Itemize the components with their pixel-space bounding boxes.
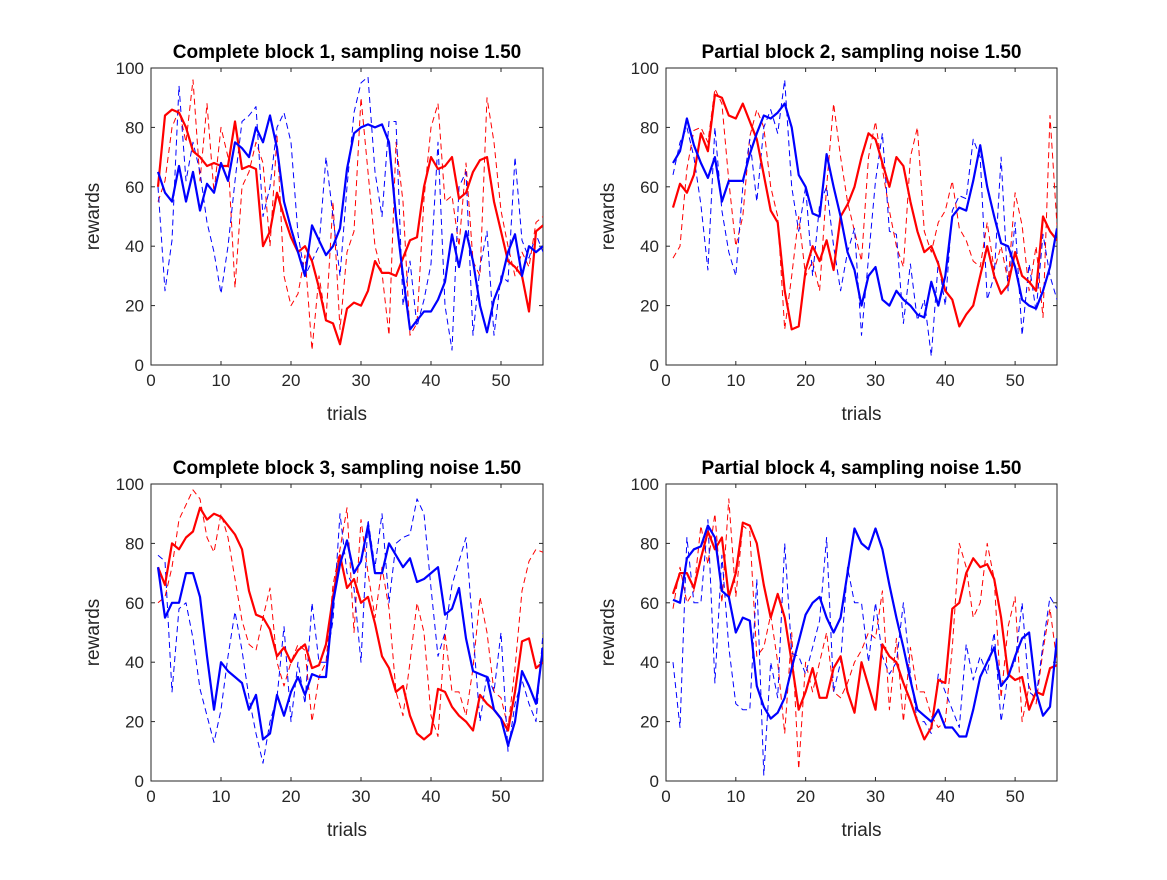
- x-tick-label: 30: [866, 371, 885, 390]
- chart-title: Partial block 2, sampling noise 1.50: [702, 42, 1022, 63]
- series-line-red-dashed: [672, 498, 1057, 770]
- series-group: [156, 489, 543, 764]
- series-group: [671, 498, 1057, 776]
- y-tick-label: 100: [631, 475, 659, 494]
- chart-panel-2: 0 10 20 30 40 50 0 20 40 60 80 100 Partial block 2, …: [598, 42, 1058, 425]
- chart-panel-3: 0 10 20 30 40 50 0 20 40 60 80 100 Complete block 3,…: [83, 458, 544, 841]
- y-tick-label: 0: [650, 356, 659, 375]
- x-tick-label: 10: [726, 787, 745, 806]
- y-tick-label: 0: [135, 772, 144, 791]
- y-axis-label: rewards: [598, 599, 619, 667]
- y-tick-label: 20: [640, 297, 659, 316]
- x-tick-label: 50: [492, 371, 511, 390]
- y-tick-label: 20: [125, 297, 144, 316]
- y-tick-label: 60: [640, 594, 659, 613]
- x-tick-label: 50: [492, 787, 511, 806]
- plot-area-frame: [150, 483, 544, 782]
- x-tick-label: 30: [866, 787, 885, 806]
- y-tick-label: 80: [125, 534, 144, 553]
- y-tick-label: 100: [116, 475, 144, 494]
- chart-panel-4: 0 10 20 30 40 50 0 20 40 60 80 100 Partial block 4, …: [598, 458, 1058, 841]
- y-tick-label: 40: [125, 237, 144, 256]
- series-group: [671, 79, 1057, 357]
- chart-title: Complete block 1, sampling noise 1.50: [173, 42, 521, 63]
- x-axis-label: trials: [327, 404, 367, 425]
- series-line-blue-solid: [672, 524, 1057, 738]
- series-line-blue-dashed: [672, 519, 1057, 776]
- x-axis-label: trials: [841, 404, 881, 425]
- x-tick-label: 40: [422, 787, 441, 806]
- series-line-red-dashed: [672, 88, 1057, 330]
- x-tick-label: 30: [352, 787, 371, 806]
- y-tick-label: 60: [125, 178, 144, 197]
- series-line-blue-solid: [156, 524, 543, 747]
- plot-area-frame: [665, 483, 1058, 782]
- series-line-blue-dashed: [672, 79, 1057, 357]
- x-tick-label: 20: [796, 787, 815, 806]
- series-line-blue-solid: [672, 102, 1057, 319]
- y-tick-label: 20: [640, 713, 659, 732]
- plot-area-frame: [150, 67, 544, 366]
- series-group: [156, 76, 543, 351]
- series-line-red-solid: [671, 521, 1057, 741]
- y-tick-label: 40: [125, 653, 144, 672]
- y-tick-label: 40: [640, 237, 659, 256]
- y-tick-label: 80: [125, 118, 144, 137]
- series-line-red-dashed: [157, 79, 543, 351]
- x-tick-label: 10: [212, 787, 231, 806]
- series-line-red-solid: [671, 93, 1057, 331]
- x-tick-label: 50: [1006, 787, 1025, 806]
- y-tick-label: 0: [135, 356, 144, 375]
- y-tick-label: 60: [125, 594, 144, 613]
- series-line-blue-dashed: [157, 498, 543, 764]
- y-tick-label: 100: [631, 59, 659, 78]
- x-tick-label: 0: [146, 371, 155, 390]
- x-tick-label: 40: [936, 787, 955, 806]
- x-tick-label: 10: [726, 371, 745, 390]
- y-tick-label: 60: [640, 178, 659, 197]
- plot-area-frame: [665, 67, 1058, 366]
- chart-title: Partial block 4, sampling noise 1.50: [702, 458, 1022, 479]
- y-axis-label: rewards: [83, 183, 104, 251]
- y-axis-label: rewards: [83, 599, 104, 667]
- x-tick-label: 40: [422, 371, 441, 390]
- x-tick-label: 0: [661, 787, 670, 806]
- y-tick-label: 100: [116, 59, 144, 78]
- y-tick-label: 0: [650, 772, 659, 791]
- x-axis-label: trials: [841, 820, 881, 841]
- series-line-blue-solid: [156, 114, 543, 334]
- chart-panel-1: 0 10 20 30 40 50 0 20 40 60 80 100 Complete block 1,…: [83, 42, 544, 425]
- x-tick-label: 20: [282, 371, 301, 390]
- y-axis-label: rewards: [598, 183, 619, 251]
- x-tick-label: 30: [352, 371, 371, 390]
- x-tick-label: 0: [661, 371, 670, 390]
- x-tick-label: 0: [146, 787, 155, 806]
- x-tick-label: 10: [212, 371, 231, 390]
- x-axis-label: trials: [327, 820, 367, 841]
- x-tick-label: 50: [1006, 371, 1025, 390]
- y-tick-label: 40: [640, 653, 659, 672]
- x-tick-label: 20: [282, 787, 301, 806]
- chart-title: Complete block 3, sampling noise 1.50: [173, 458, 521, 479]
- series-line-red-solid: [156, 506, 543, 741]
- y-tick-label: 20: [125, 713, 144, 732]
- x-tick-label: 40: [936, 371, 955, 390]
- y-tick-label: 80: [640, 118, 659, 137]
- x-tick-label: 20: [796, 371, 815, 390]
- y-tick-label: 80: [640, 534, 659, 553]
